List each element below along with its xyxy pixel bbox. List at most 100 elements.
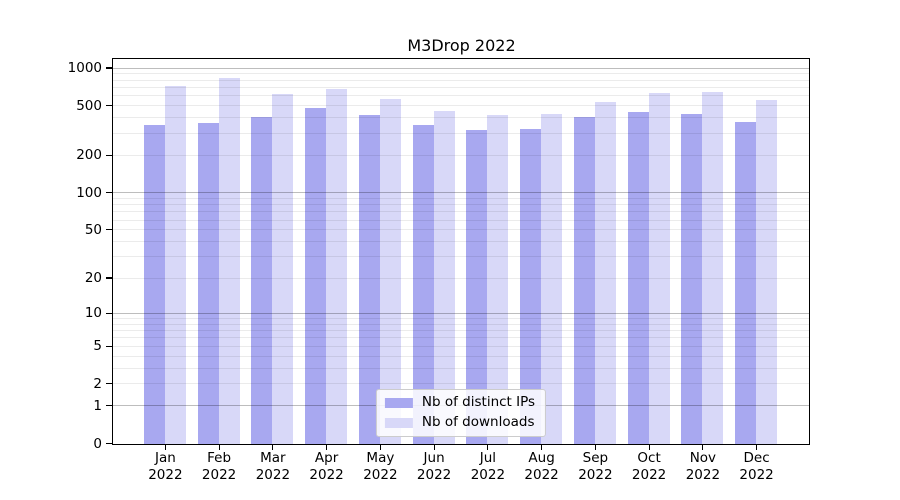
y-tick-2 <box>106 383 112 385</box>
x-tick-label-sep: Sep 2022 <box>578 450 613 483</box>
bar-downloads-may <box>379 98 401 444</box>
gridline-minor-5 <box>113 345 809 347</box>
bar-downloads-mar <box>272 93 294 444</box>
y-tick-5 <box>106 345 112 347</box>
y-tick-100 <box>106 192 112 194</box>
y-tick-200 <box>106 154 112 156</box>
x-tick-label-oct: Oct 2022 <box>631 450 667 483</box>
x-tick-jul <box>487 444 489 450</box>
gridline-minor-600 <box>113 95 809 97</box>
gridline-minor-4 <box>113 355 809 357</box>
y-tick-1 <box>106 405 112 407</box>
x-tick-label-aug: Aug 2022 <box>524 450 559 483</box>
x-tick-label-apr: Apr 2022 <box>309 450 344 483</box>
bar-distinct-ips-sep <box>573 117 595 444</box>
y-tick-label-100: 100 <box>76 184 102 201</box>
bar-distinct-ips-apr <box>305 107 327 444</box>
y-tick-500 <box>106 104 112 107</box>
bar-distinct-ips-may <box>358 115 380 444</box>
bar-distinct-ips-feb <box>197 123 219 444</box>
bar-downloads-jan <box>164 86 186 444</box>
x-tick-label-mar: Mar 2022 <box>255 450 291 483</box>
y-tick-label-50: 50 <box>84 221 102 238</box>
y-tick-label-500: 500 <box>76 97 102 114</box>
legend-swatch-downloads <box>384 417 413 428</box>
gridline-minor-30 <box>113 256 809 258</box>
bar-distinct-ips-aug <box>520 129 542 444</box>
gridline-minor-700 <box>113 86 809 88</box>
gridline-minor-300 <box>113 132 809 134</box>
y-tick-50 <box>106 229 112 231</box>
legend-item-downloads: Nb of downloads <box>384 415 535 430</box>
x-tick-jun <box>433 444 435 450</box>
legend-swatch-distinct-ips <box>384 397 413 408</box>
y-tick-label-0: 0 <box>93 435 102 452</box>
gridline-minor-80 <box>113 204 809 206</box>
y-tick-label-200: 200 <box>76 147 102 164</box>
bar-distinct-ips-jun <box>412 124 434 444</box>
gridline-minor-50 <box>113 229 809 231</box>
gridline-minor-70 <box>113 211 809 213</box>
bar-distinct-ips-jan <box>143 125 165 444</box>
gridline-minor-60 <box>113 219 809 221</box>
y-tick-20 <box>106 277 112 279</box>
x-tick-sep <box>594 444 596 450</box>
chart-title: M3Drop 2022 <box>407 36 516 55</box>
bar-downloads-sep <box>594 102 616 444</box>
bar-distinct-ips-nov <box>681 114 703 444</box>
y-tick-label-1000: 1000 <box>67 60 102 76</box>
x-tick-label-feb: Feb 2022 <box>201 450 237 483</box>
x-tick-label-jul: Jul 2022 <box>470 450 506 483</box>
x-tick-aug <box>541 444 543 450</box>
gridline-minor-3 <box>113 367 809 369</box>
gridline-minor-6 <box>113 337 809 339</box>
y-tick-0 <box>106 442 112 445</box>
bar-distinct-ips-dec <box>735 121 757 444</box>
bar-downloads-aug <box>541 114 563 444</box>
y-tick-label-10: 10 <box>84 305 102 322</box>
gridline-minor-200 <box>113 154 809 156</box>
x-tick-apr <box>326 444 328 450</box>
bar-downloads-jul <box>487 115 509 444</box>
x-tick-may <box>379 444 381 450</box>
x-tick-label-may: May 2022 <box>363 450 398 483</box>
gridline-major-10 <box>113 312 809 314</box>
x-tick-label-nov: Nov 2022 <box>685 450 721 483</box>
legend: Nb of distinct IPs Nb of downloads <box>375 389 547 437</box>
gridline-minor-9 <box>113 317 809 319</box>
x-tick-feb <box>218 444 220 450</box>
x-tick-label-jun: Jun 2022 <box>416 450 452 483</box>
gridline-minor-900 <box>113 73 809 75</box>
bar-downloads-jun <box>433 111 455 444</box>
legend-label-distinct-ips: Nb of distinct IPs <box>421 394 536 410</box>
gridline-minor-7 <box>113 330 809 331</box>
x-tick-dec <box>756 444 758 450</box>
gridline-minor-2 <box>113 383 809 385</box>
y-tick-1000 <box>106 67 112 69</box>
bar-downloads-oct <box>648 92 670 444</box>
gridline-minor-40 <box>113 241 809 243</box>
bar-downloads-nov <box>702 92 724 444</box>
bar-distinct-ips-jul <box>466 129 488 444</box>
gridline-major-100 <box>113 192 809 194</box>
bar-downloads-apr <box>326 88 348 444</box>
x-tick-label-jan: Jan 2022 <box>148 450 183 483</box>
plot-area: Nb of distinct IPs Nb of downloads <box>112 58 810 445</box>
bar-distinct-ips-oct <box>627 112 649 444</box>
legend-item-distinct-ips: Nb of distinct IPs <box>384 394 536 410</box>
y-tick-label-2: 2 <box>93 375 102 392</box>
x-tick-oct <box>648 444 650 450</box>
y-tick-label-5: 5 <box>93 338 102 355</box>
x-tick-mar <box>272 444 274 450</box>
gridline-minor-500 <box>113 105 809 107</box>
gridline-minor-800 <box>113 79 809 81</box>
gridline-minor-90 <box>113 197 809 199</box>
gridline-major-1000 <box>113 67 809 69</box>
y-tick-label-1: 1 <box>93 397 102 414</box>
gridline-minor-400 <box>113 117 809 119</box>
bar-distinct-ips-mar <box>251 117 273 444</box>
gridline-minor-20 <box>113 277 809 279</box>
x-tick-nov <box>702 444 704 450</box>
bar-downloads-dec <box>756 99 778 444</box>
